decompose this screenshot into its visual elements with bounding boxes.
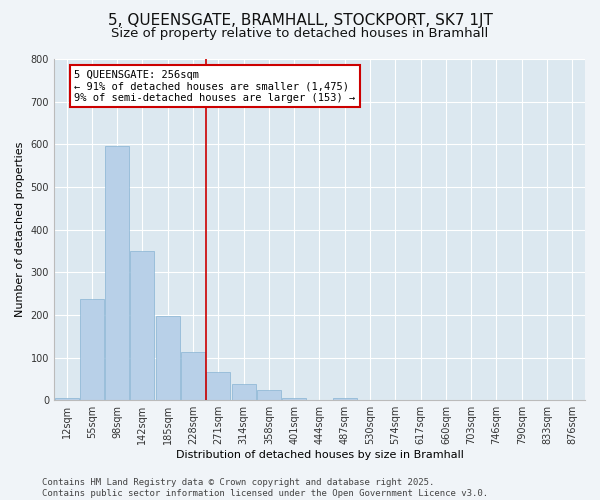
Bar (257, 390, 281, 400)
Text: Size of property relative to detached houses in Bramhall: Size of property relative to detached ho… (112, 28, 488, 40)
Bar (130, 251, 154, 400)
Bar (55, 398, 79, 400)
Bar (282, 398, 306, 400)
Bar (80, 299, 104, 400)
X-axis label: Distribution of detached houses by size in Bramhall: Distribution of detached houses by size … (176, 450, 463, 460)
Bar (181, 352, 205, 400)
Bar (333, 398, 357, 400)
Text: 5, QUEENSGATE, BRAMHALL, STOCKPORT, SK7 1JT: 5, QUEENSGATE, BRAMHALL, STOCKPORT, SK7 … (107, 12, 493, 28)
Text: 5 QUEENSGATE: 256sqm
← 91% of detached houses are smaller (1,475)
9% of semi-det: 5 QUEENSGATE: 256sqm ← 91% of detached h… (74, 70, 355, 103)
Bar (156, 316, 180, 400)
Bar (232, 384, 256, 400)
Y-axis label: Number of detached properties: Number of detached properties (15, 142, 25, 318)
Text: Contains HM Land Registry data © Crown copyright and database right 2025.
Contai: Contains HM Land Registry data © Crown c… (42, 478, 488, 498)
Bar (206, 372, 230, 400)
Bar (105, 146, 129, 400)
